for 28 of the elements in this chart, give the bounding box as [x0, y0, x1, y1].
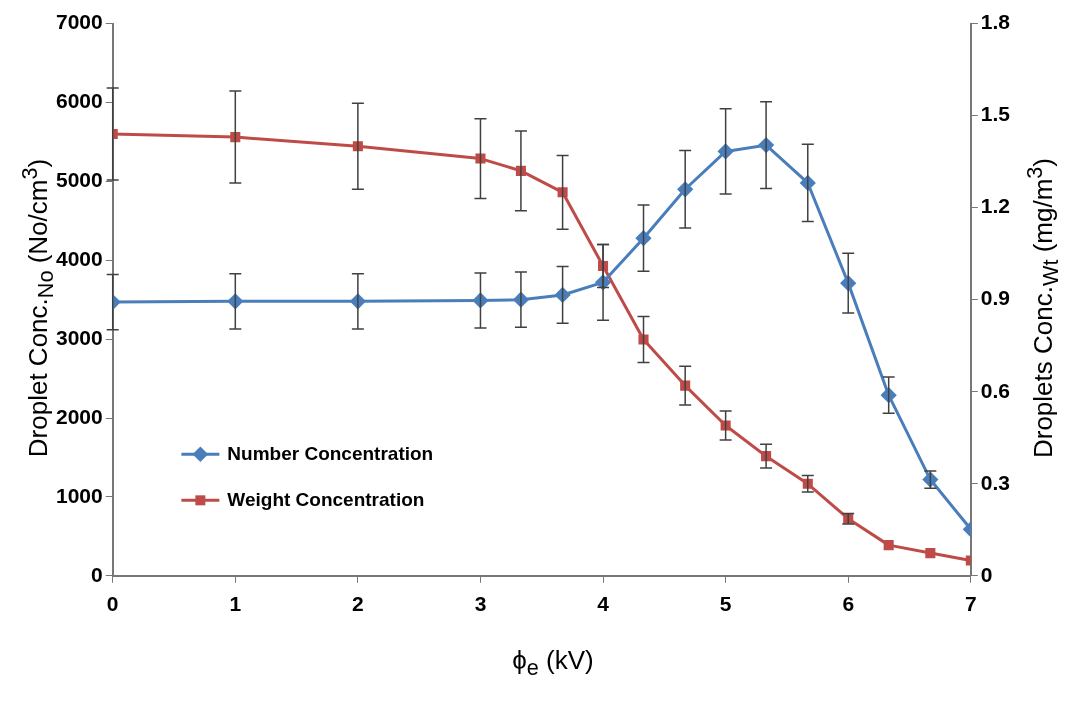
x-tick-label: 7 — [964, 592, 977, 616]
legend-label: Number Concentration — [227, 442, 434, 464]
x-tick-label: 0 — [106, 592, 119, 616]
y-tick-label: 3000 — [56, 325, 103, 349]
y-tick-label: 6000 — [56, 89, 103, 113]
x-tick-label: 6 — [842, 592, 855, 616]
x-tick-label: 3 — [474, 592, 487, 616]
y-tick-label: 2000 — [56, 404, 103, 428]
y2-tick-label: 1.8 — [980, 10, 1011, 34]
y2-tick-label: 0.9 — [980, 286, 1011, 310]
point — [925, 548, 936, 559]
y2-tick-label: 1.5 — [980, 102, 1011, 126]
y2-tick-label: 0.3 — [980, 470, 1011, 494]
y-tick-label: 0 — [91, 562, 103, 586]
y-tick-label: 4000 — [56, 247, 103, 271]
y-tick-label: 1000 — [56, 483, 103, 507]
y2-tick-label: 1.2 — [980, 194, 1011, 218]
x-tick-label: 1 — [229, 592, 242, 616]
y2-tick-label: 0.6 — [980, 378, 1011, 402]
y2-tick-label: 0 — [980, 562, 993, 586]
y-tick-label: 5000 — [56, 168, 103, 192]
x-tick-label: 2 — [352, 592, 364, 616]
point — [883, 540, 894, 551]
x-tick-label: 5 — [719, 592, 732, 616]
legend-label: Weight Concentration — [227, 488, 425, 510]
y-tick-label: 7000 — [56, 10, 103, 34]
x-tick-label: 4 — [597, 592, 610, 616]
x-axis-title: ϕ$_{e}$ (kV) — [512, 644, 594, 682]
